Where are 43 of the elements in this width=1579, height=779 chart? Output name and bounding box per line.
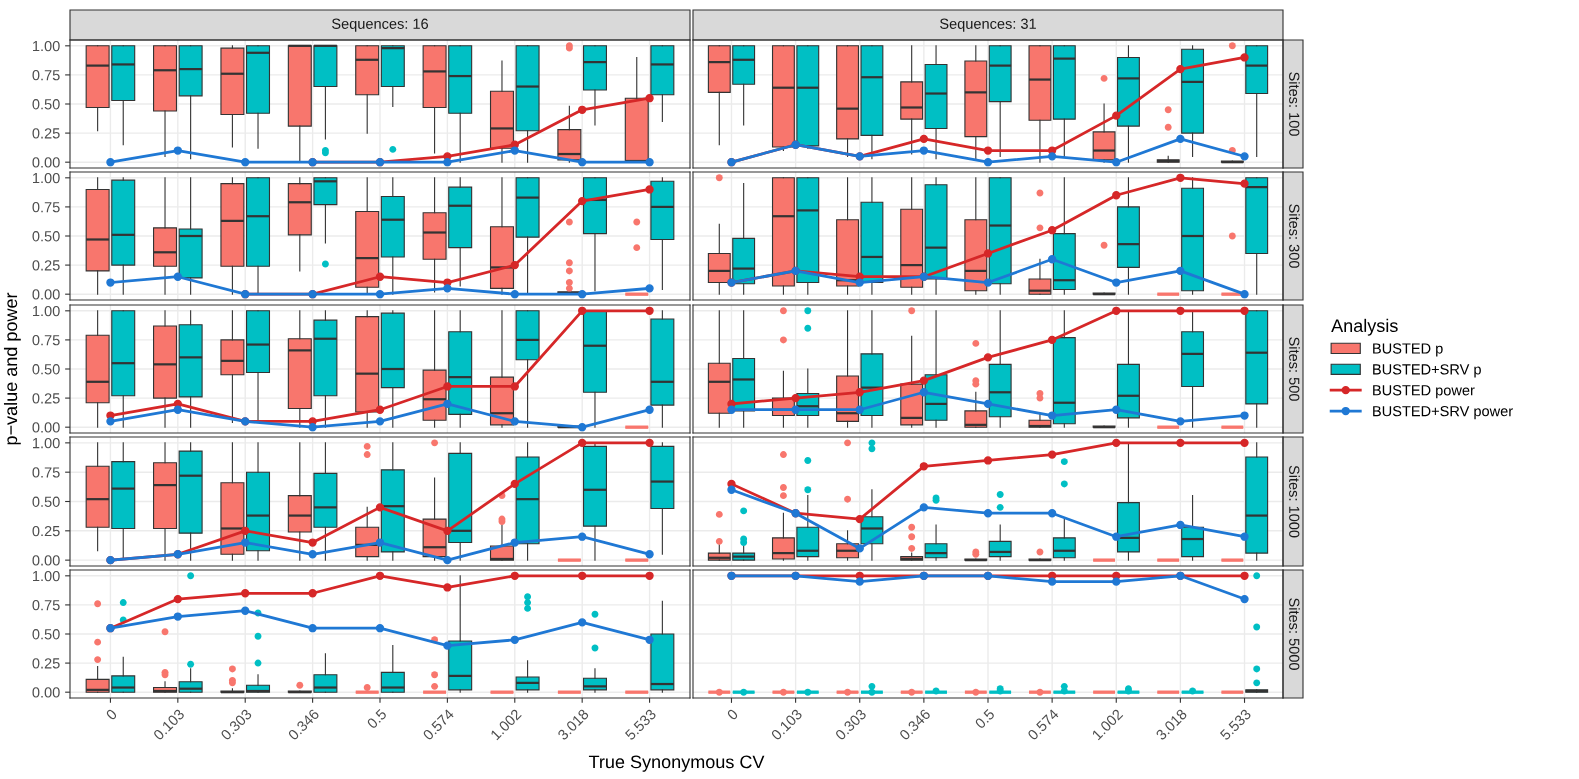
y-tick-label: 0.00 <box>32 555 60 566</box>
y-tick-label: 0.75 <box>32 467 60 478</box>
chart-title: Sequences: 31 <box>940 18 1036 32</box>
y-tick-label: 0.50 <box>32 231 60 242</box>
chart-title: Sequences: 16 <box>332 18 429 32</box>
y-tick-label: 0.25 <box>32 128 60 139</box>
legend-title: Analysis <box>1331 318 1398 336</box>
y-tick-label: 0.00 <box>32 157 60 168</box>
y-tick-label: 0.50 <box>32 629 60 640</box>
y-tick-label: 0.75 <box>32 600 60 611</box>
y-tick-label: 0.00 <box>32 422 60 433</box>
y-tick-label: 0.75 <box>32 202 60 213</box>
y-tick-label: 0.75 <box>32 70 60 81</box>
x-tick-label: 0 <box>105 708 118 721</box>
text: Sites: 1000 <box>1289 465 1300 538</box>
legend-label: BUSTED power <box>1373 385 1475 399</box>
x-tick-label: 0.5 <box>974 708 996 730</box>
y-tick-label: 0.50 <box>32 496 60 507</box>
y-tick-label: 1.00 <box>33 437 60 449</box>
y-tick-label: 0.25 <box>32 393 60 404</box>
text: Sites: 300 <box>1289 204 1300 268</box>
legend-label: BUSTED+SRV power <box>1373 405 1513 420</box>
y-tick-label: 1.00 <box>33 305 60 317</box>
y-tick-label: 0.25 <box>32 658 60 669</box>
legend-label: BUSTED+SRV p <box>1373 364 1481 378</box>
legend-label: BUSTED p <box>1373 343 1443 357</box>
y-tick-label: 1.00 <box>33 570 60 582</box>
text: Sites: 5000 <box>1289 598 1300 670</box>
x-axis-title: True Synonymous CV <box>588 755 765 772</box>
text: Sites: 500 <box>1289 337 1300 401</box>
y-tick-label: 0.25 <box>32 260 60 271</box>
y-tick-label: 0.00 <box>32 687 60 698</box>
text: Sites: 100 <box>1289 72 1300 136</box>
y-axis-title: p−value and power <box>3 292 21 445</box>
y-tick-label: 0.50 <box>32 364 60 375</box>
x-tick-label: 0 <box>726 708 739 721</box>
y-tick-label: 0.50 <box>32 99 60 110</box>
x-tick-label: 0.5 <box>366 708 388 730</box>
y-tick-label: 0.75 <box>32 335 60 346</box>
y-tick-label: 0.00 <box>32 289 60 300</box>
y-tick-label: 1.00 <box>33 40 60 52</box>
y-tick-label: 1.00 <box>33 172 60 184</box>
y-tick-label: 0.25 <box>32 525 60 537</box>
